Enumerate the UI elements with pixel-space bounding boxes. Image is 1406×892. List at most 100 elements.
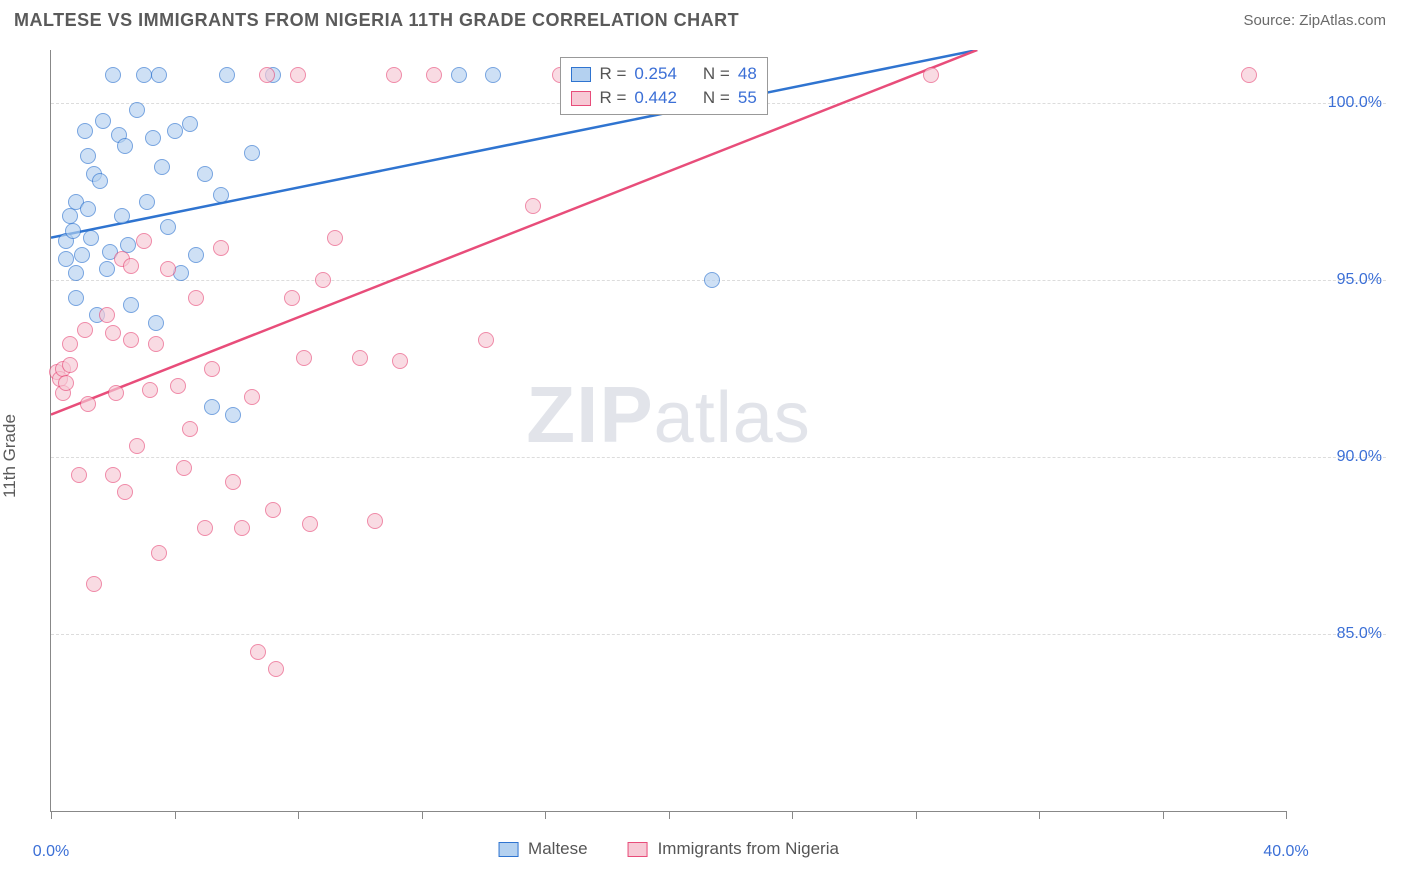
scatter-point	[151, 67, 167, 83]
scatter-point	[525, 198, 541, 214]
scatter-point	[302, 516, 318, 532]
scatter-point	[204, 399, 220, 415]
legend-r-label: R =	[599, 64, 626, 84]
legend-item: Maltese	[498, 839, 588, 859]
scatter-point	[136, 67, 152, 83]
y-tick-label: 100.0%	[1328, 94, 1382, 112]
scatter-point	[188, 290, 204, 306]
scatter-point	[99, 307, 115, 323]
scatter-point	[244, 389, 260, 405]
scatter-point	[123, 258, 139, 274]
scatter-point	[204, 361, 220, 377]
scatter-point	[296, 350, 312, 366]
scatter-point	[65, 223, 81, 239]
legend-n-label: N =	[703, 64, 730, 84]
x-tick-label: 0.0%	[33, 843, 69, 861]
scatter-point	[62, 357, 78, 373]
gridline	[51, 457, 1386, 458]
y-tick-label: 85.0%	[1337, 625, 1382, 643]
x-tick	[669, 811, 670, 819]
watermark: ZIPatlas	[526, 369, 811, 461]
scatter-point	[386, 67, 402, 83]
scatter-point	[139, 194, 155, 210]
scatter-point	[284, 290, 300, 306]
legend-n-value: 55	[738, 88, 757, 108]
scatter-point	[244, 145, 260, 161]
legend-swatch	[571, 91, 591, 106]
scatter-point	[234, 520, 250, 536]
scatter-point	[77, 322, 93, 338]
scatter-point	[129, 438, 145, 454]
scatter-point	[265, 502, 281, 518]
scatter-point	[77, 123, 93, 139]
scatter-point	[62, 336, 78, 352]
plot-region: ZIPatlas 85.0%90.0%95.0%100.0%0.0%40.0%R…	[50, 50, 1286, 812]
scatter-point	[213, 187, 229, 203]
scatter-point	[80, 396, 96, 412]
scatter-point	[176, 460, 192, 476]
scatter-point	[95, 113, 111, 129]
scatter-point	[105, 67, 121, 83]
x-tick-label: 40.0%	[1263, 843, 1308, 861]
scatter-point	[315, 272, 331, 288]
y-tick-label: 95.0%	[1337, 271, 1382, 289]
scatter-point	[74, 247, 90, 263]
chart-title: MALTESE VS IMMIGRANTS FROM NIGERIA 11TH …	[14, 10, 739, 31]
scatter-point	[478, 332, 494, 348]
scatter-point	[99, 261, 115, 277]
scatter-point	[58, 251, 74, 267]
scatter-point	[151, 545, 167, 561]
scatter-point	[105, 325, 121, 341]
x-tick	[792, 811, 793, 819]
scatter-point	[290, 67, 306, 83]
scatter-point	[327, 230, 343, 246]
legend-n-value: 48	[738, 64, 757, 84]
scatter-point	[58, 375, 74, 391]
scatter-point	[129, 102, 145, 118]
x-tick	[916, 811, 917, 819]
legend-row: R = 0.442N = 55	[571, 86, 756, 110]
x-tick	[545, 811, 546, 819]
scatter-point	[225, 474, 241, 490]
scatter-point	[148, 336, 164, 352]
legend-r-label: R =	[599, 88, 626, 108]
scatter-point	[485, 67, 501, 83]
legend-r-value: 0.254	[634, 64, 677, 84]
x-tick	[51, 811, 52, 819]
scatter-point	[148, 315, 164, 331]
scatter-point	[114, 208, 130, 224]
scatter-point	[170, 378, 186, 394]
scatter-point	[108, 385, 124, 401]
legend-r-value: 0.442	[634, 88, 677, 108]
scatter-point	[250, 644, 266, 660]
scatter-point	[145, 130, 161, 146]
scatter-point	[80, 148, 96, 164]
scatter-point	[86, 576, 102, 592]
x-tick	[1163, 811, 1164, 819]
scatter-point	[197, 166, 213, 182]
scatter-point	[213, 240, 229, 256]
scatter-point	[83, 230, 99, 246]
legend-item: Immigrants from Nigeria	[628, 839, 839, 859]
trend-overlay	[51, 50, 1286, 811]
legend-swatch	[498, 842, 518, 857]
scatter-point	[160, 219, 176, 235]
scatter-point	[105, 467, 121, 483]
scatter-point	[142, 382, 158, 398]
scatter-point	[426, 67, 442, 83]
legend-swatch	[628, 842, 648, 857]
series-legend: Maltese Immigrants from Nigeria	[498, 839, 839, 859]
scatter-point	[68, 290, 84, 306]
x-tick	[1286, 811, 1287, 819]
legend-label: Maltese	[528, 839, 588, 859]
scatter-point	[117, 138, 133, 154]
legend-label: Immigrants from Nigeria	[658, 839, 839, 859]
scatter-point	[259, 67, 275, 83]
scatter-point	[71, 467, 87, 483]
scatter-point	[225, 407, 241, 423]
scatter-point	[451, 67, 467, 83]
scatter-point	[704, 272, 720, 288]
gridline	[51, 634, 1386, 635]
scatter-point	[923, 67, 939, 83]
source-label: Source: ZipAtlas.com	[1243, 12, 1386, 29]
